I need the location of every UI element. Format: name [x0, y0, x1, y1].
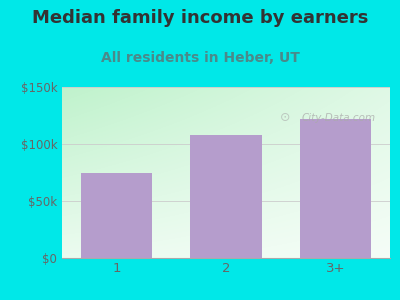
Text: City-Data.com: City-Data.com: [302, 113, 376, 123]
Text: Median family income by earners: Median family income by earners: [32, 9, 368, 27]
Text: All residents in Heber, UT: All residents in Heber, UT: [100, 51, 300, 65]
Text: ⊙: ⊙: [280, 111, 290, 124]
Bar: [81, 172, 152, 258]
Bar: [300, 119, 371, 258]
Bar: [190, 135, 262, 258]
